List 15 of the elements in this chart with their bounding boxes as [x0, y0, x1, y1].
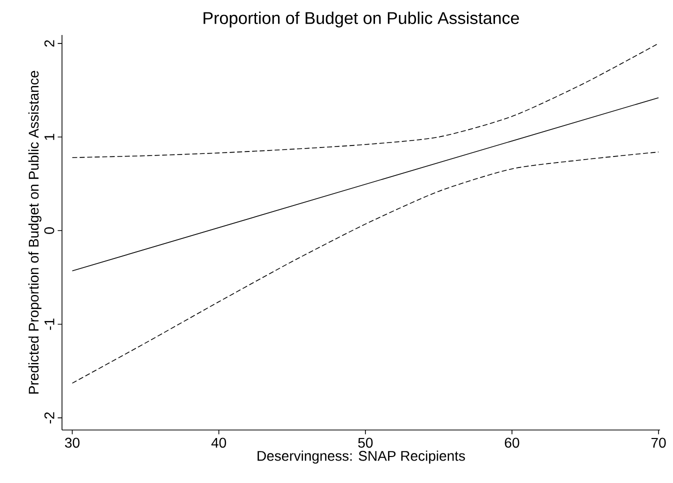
- x-axis-title: Deservingness: SNAP Recipients: [258, 450, 465, 464]
- line-series: [72, 43, 659, 158]
- y-tick-label: 0: [44, 227, 54, 234]
- x-tick-label: 60: [504, 438, 520, 448]
- y-tick-label: -2: [44, 412, 54, 424]
- chart-title: Proportion of Budget on Public Assistance: [204, 12, 519, 28]
- line-series: [72, 152, 659, 384]
- x-tick-label: 30: [65, 438, 80, 448]
- x-tick-label: 70: [651, 438, 666, 448]
- y-tick-label: 1: [44, 134, 54, 140]
- y-axis-title: Predicted Proportion of Budget on Public Assistance: [28, 70, 42, 394]
- x-tick-label: 50: [358, 438, 373, 448]
- y-tick-label: 2: [44, 40, 54, 47]
- y-tick-label: -1: [44, 318, 54, 330]
- x-tick-label: 40: [211, 438, 226, 448]
